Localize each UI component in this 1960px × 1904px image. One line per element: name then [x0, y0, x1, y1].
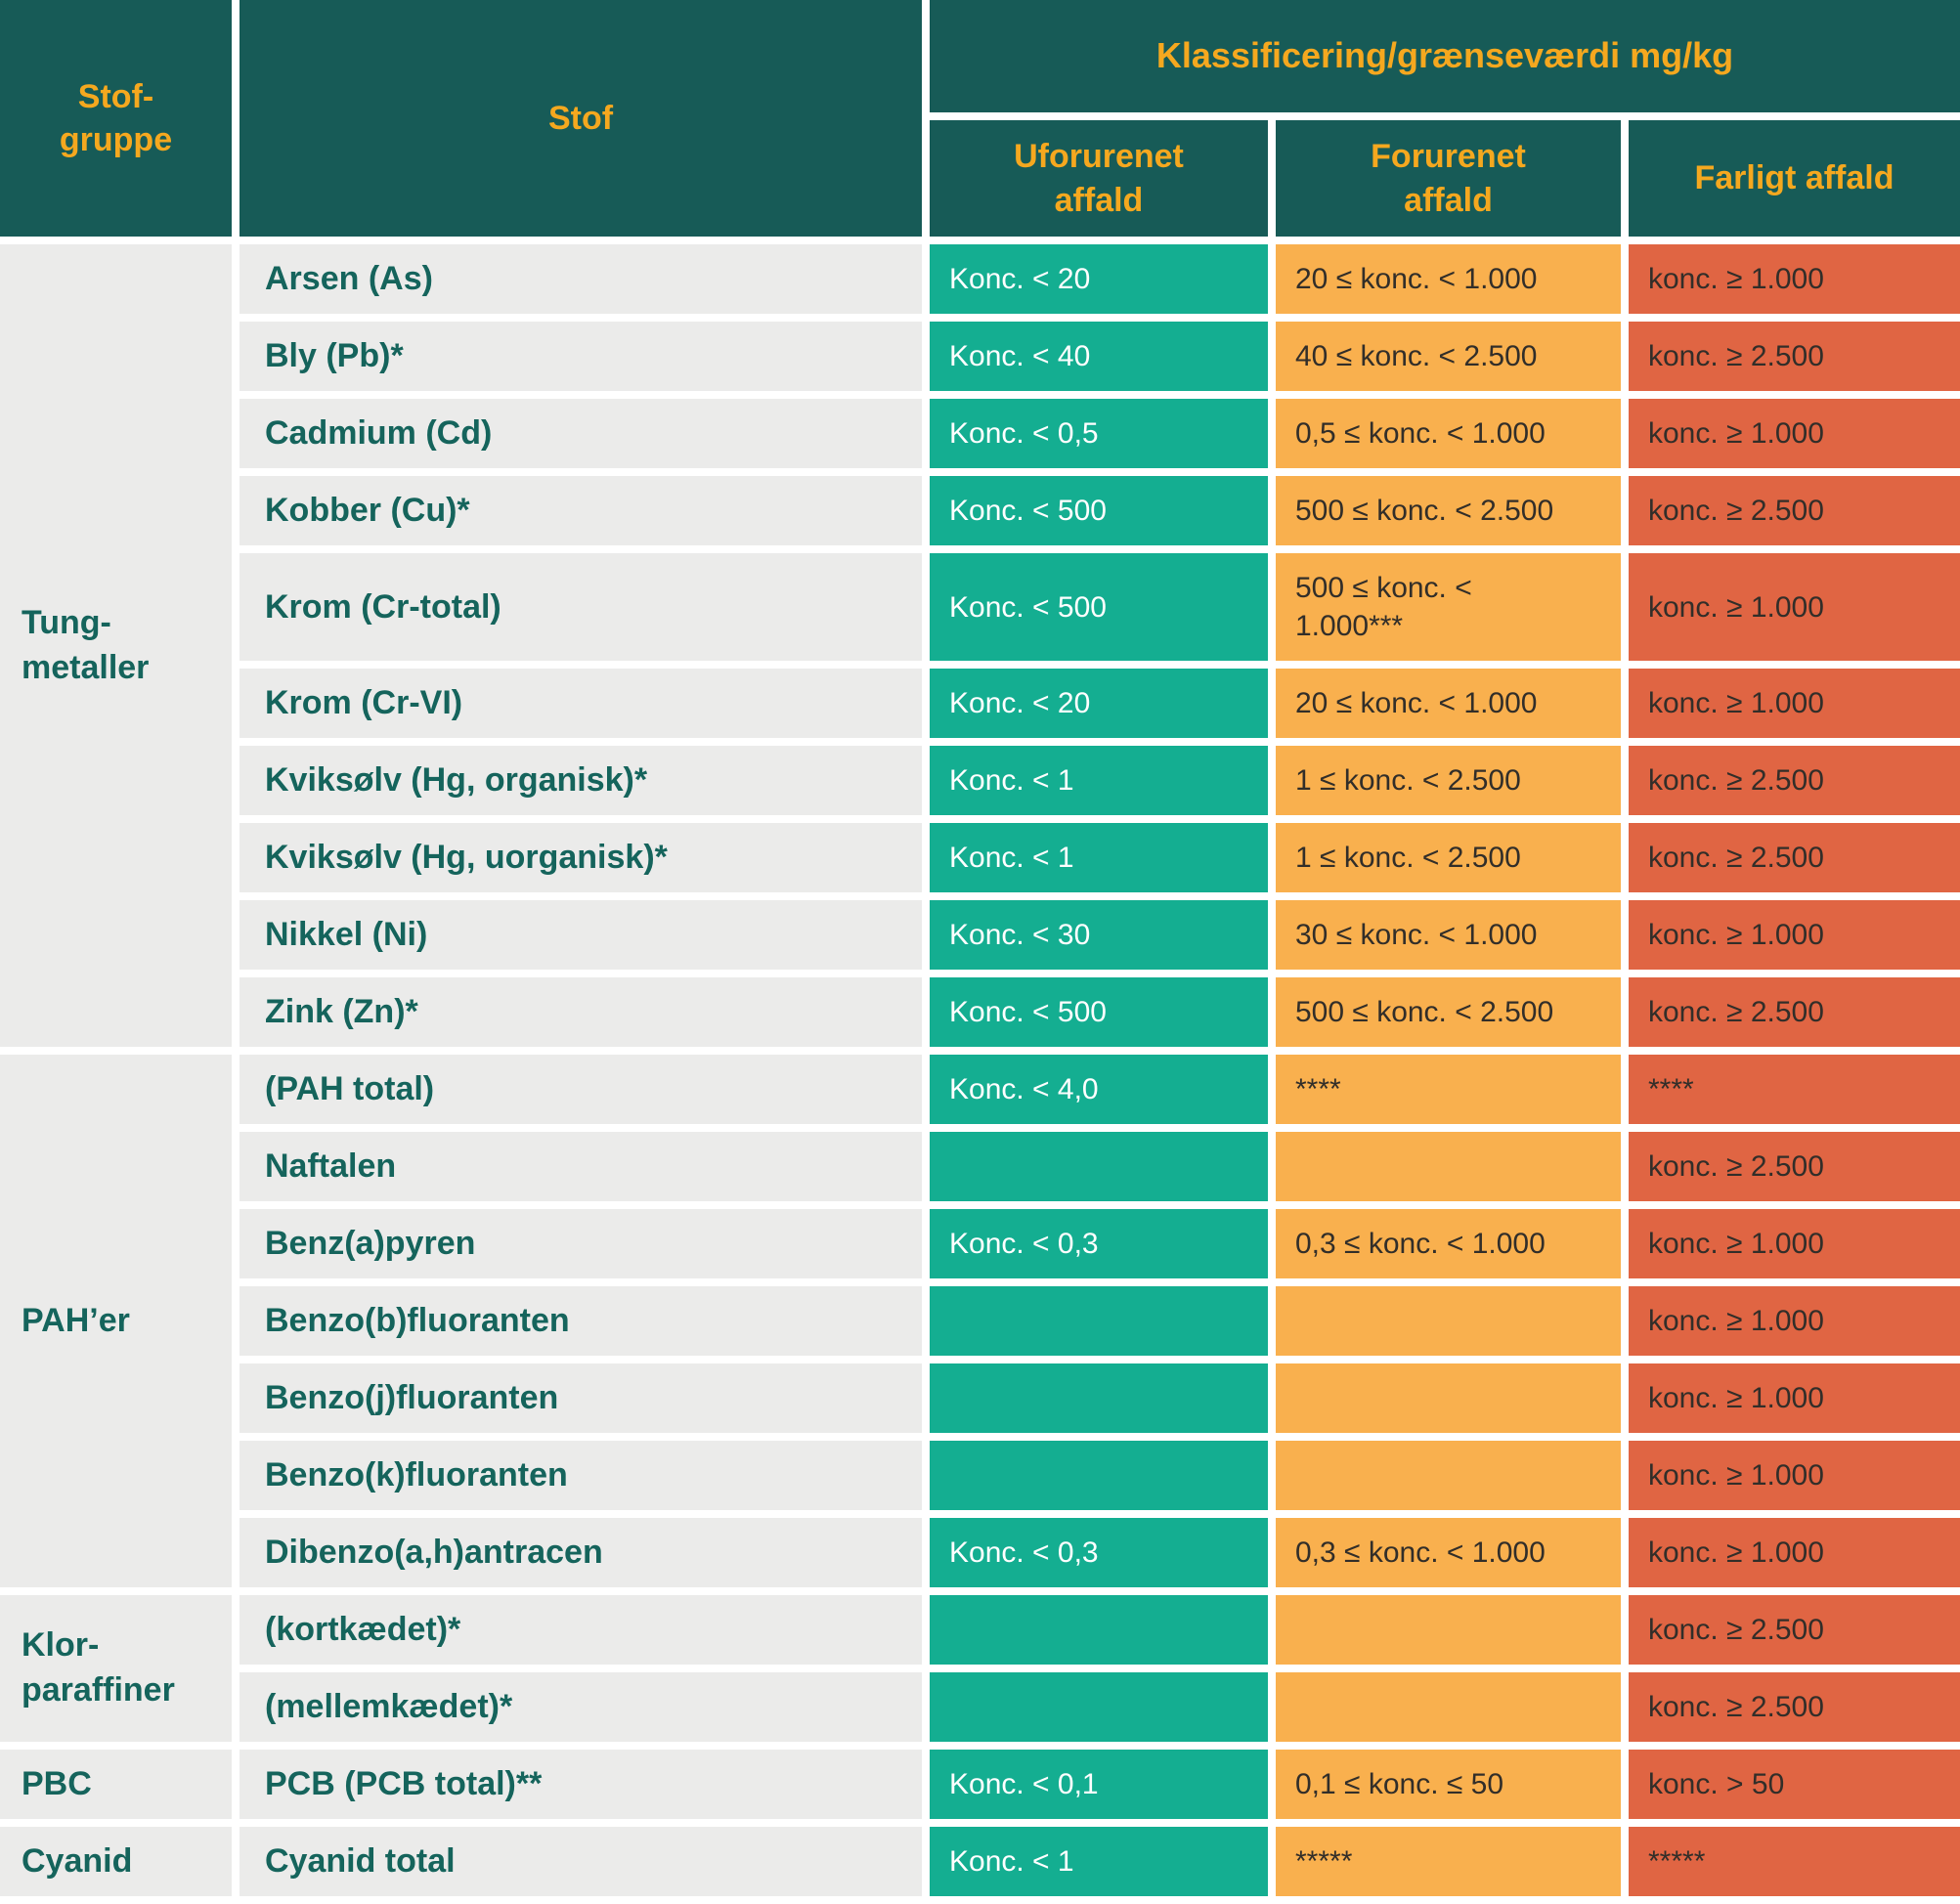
value-cell-farligt: konc. ≥ 2.500	[1629, 476, 1960, 545]
value-cell-farligt: konc. ≥ 1.000	[1629, 1441, 1960, 1510]
stof-cell: Cyanid total	[240, 1827, 922, 1896]
stof-cell: Kviksølv (Hg, uorganisk)*	[240, 823, 922, 892]
value-cell-farligt: konc. ≥ 2.500	[1629, 1672, 1960, 1742]
header-forurenet-affald: Forurenet affald	[1276, 120, 1621, 237]
value-cell-forurenet	[1276, 1132, 1621, 1201]
stof-cell: Benzo(b)fluoranten	[240, 1286, 922, 1356]
value-cell-farligt: konc. ≥ 1.000	[1629, 399, 1960, 468]
value-cell-farligt: konc. ≥ 1.000	[1629, 1286, 1960, 1356]
value-cell-forurenet: 1 ≤ konc. < 2.500	[1276, 823, 1621, 892]
value-cell-forurenet: 20 ≤ konc. < 1.000	[1276, 669, 1621, 738]
stof-cell: Krom (Cr-VI)	[240, 669, 922, 738]
value-cell-forurenet: 0,3 ≤ konc. < 1.000	[1276, 1518, 1621, 1587]
stof-cell: Benz(a)pyren	[240, 1209, 922, 1278]
stof-cell: Krom (Cr-total)	[240, 553, 922, 661]
value-cell-uforurenet: Konc. < 500	[930, 553, 1268, 661]
value-cell-forurenet: 20 ≤ konc. < 1.000	[1276, 244, 1621, 314]
stof-gruppe-cell: PBC	[0, 1750, 232, 1819]
value-cell-uforurenet: Konc. < 30	[930, 900, 1268, 970]
value-cell-forurenet: 40 ≤ konc. < 2.500	[1276, 322, 1621, 391]
value-cell-forurenet	[1276, 1286, 1621, 1356]
value-cell-uforurenet	[930, 1441, 1268, 1510]
value-cell-forurenet	[1276, 1441, 1621, 1510]
value-cell-forurenet: 30 ≤ konc. < 1.000	[1276, 900, 1621, 970]
stof-cell: Nikkel (Ni)	[240, 900, 922, 970]
stof-cell: Kviksølv (Hg, organisk)*	[240, 746, 922, 815]
value-cell-uforurenet: Konc. < 1	[930, 1827, 1268, 1896]
value-cell-farligt: konc. ≥ 2.500	[1629, 1132, 1960, 1201]
value-cell-uforurenet: Konc. < 20	[930, 669, 1268, 738]
value-cell-uforurenet: Konc. < 20	[930, 244, 1268, 314]
value-cell-forurenet: ****	[1276, 1055, 1621, 1124]
value-cell-uforurenet: Konc. < 40	[930, 322, 1268, 391]
value-cell-forurenet: 500 ≤ konc. < 2.500	[1276, 977, 1621, 1047]
stof-cell: (PAH total)	[240, 1055, 922, 1124]
header-stof: Stof	[240, 0, 922, 237]
value-cell-farligt: konc. ≥ 1.000	[1629, 1518, 1960, 1587]
value-cell-forurenet: 500 ≤ konc. < 2.500	[1276, 476, 1621, 545]
value-cell-forurenet: 0,5 ≤ konc. < 1.000	[1276, 399, 1621, 468]
value-cell-farligt: konc. ≥ 1.000	[1629, 553, 1960, 661]
value-cell-forurenet: *****	[1276, 1827, 1621, 1896]
stof-cell: Benzo(j)fluoranten	[240, 1363, 922, 1433]
stof-gruppe-cell: Cyanid	[0, 1827, 232, 1896]
header-stof-gruppe: Stof- gruppe	[0, 0, 232, 237]
value-cell-forurenet: 1 ≤ konc. < 2.500	[1276, 746, 1621, 815]
value-cell-uforurenet: Konc. < 1	[930, 823, 1268, 892]
value-cell-uforurenet	[930, 1286, 1268, 1356]
stof-cell: PCB (PCB total)**	[240, 1750, 922, 1819]
value-cell-farligt: konc. ≥ 1.000	[1629, 1363, 1960, 1433]
stof-gruppe-cell: Tung- metaller	[0, 244, 232, 1047]
value-cell-farligt: konc. ≥ 1.000	[1629, 900, 1960, 970]
value-cell-farligt: konc. ≥ 1.000	[1629, 244, 1960, 314]
stof-cell: Dibenzo(a,h)antracen	[240, 1518, 922, 1587]
value-cell-uforurenet: Konc. < 0,1	[930, 1750, 1268, 1819]
value-cell-farligt: *****	[1629, 1827, 1960, 1896]
value-cell-forurenet	[1276, 1595, 1621, 1665]
value-cell-uforurenet: Konc. < 0,5	[930, 399, 1268, 468]
value-cell-uforurenet	[930, 1363, 1268, 1433]
value-cell-farligt: konc. > 50	[1629, 1750, 1960, 1819]
value-cell-uforurenet	[930, 1672, 1268, 1742]
value-cell-uforurenet: Konc. < 4,0	[930, 1055, 1268, 1124]
value-cell-farligt: konc. ≥ 1.000	[1629, 669, 1960, 738]
stof-cell: Zink (Zn)*	[240, 977, 922, 1047]
stof-gruppe-cell: PAH’er	[0, 1055, 232, 1587]
value-cell-farligt: konc. ≥ 2.500	[1629, 977, 1960, 1047]
stof-cell: Benzo(k)fluoranten	[240, 1441, 922, 1510]
value-cell-uforurenet: Konc. < 0,3	[930, 1209, 1268, 1278]
value-cell-farligt: konc. ≥ 2.500	[1629, 823, 1960, 892]
header-farligt-affald: Farligt affald	[1629, 120, 1960, 237]
stof-cell: Naftalen	[240, 1132, 922, 1201]
stof-cell: (kortkædet)*	[240, 1595, 922, 1665]
value-cell-uforurenet: Konc. < 0,3	[930, 1518, 1268, 1587]
value-cell-farligt: konc. ≥ 2.500	[1629, 746, 1960, 815]
value-cell-forurenet: 0,3 ≤ konc. < 1.000	[1276, 1209, 1621, 1278]
stof-cell: Bly (Pb)*	[240, 322, 922, 391]
stof-cell: Cadmium (Cd)	[240, 399, 922, 468]
header-uforurenet-affald: Uforurenet affald	[930, 120, 1268, 237]
value-cell-uforurenet	[930, 1595, 1268, 1665]
value-cell-forurenet	[1276, 1363, 1621, 1433]
stof-cell: Kobber (Cu)*	[240, 476, 922, 545]
value-cell-farligt: konc. ≥ 2.500	[1629, 322, 1960, 391]
stof-cell: Arsen (As)	[240, 244, 922, 314]
header-klassificering: Klassificering/grænseværdi mg/kg	[930, 0, 1960, 112]
value-cell-uforurenet: Konc. < 500	[930, 476, 1268, 545]
value-cell-uforurenet	[930, 1132, 1268, 1201]
value-cell-farligt: konc. ≥ 1.000	[1629, 1209, 1960, 1278]
stof-gruppe-cell: Klor- paraffiner	[0, 1595, 232, 1742]
value-cell-forurenet: 0,1 ≤ konc. ≤ 50	[1276, 1750, 1621, 1819]
value-cell-farligt: konc. ≥ 2.500	[1629, 1595, 1960, 1665]
value-cell-forurenet	[1276, 1672, 1621, 1742]
value-cell-uforurenet: Konc. < 1	[930, 746, 1268, 815]
value-cell-uforurenet: Konc. < 500	[930, 977, 1268, 1047]
value-cell-forurenet: 500 ≤ konc. < 1.000***	[1276, 553, 1621, 661]
value-cell-farligt: ****	[1629, 1055, 1960, 1124]
stof-cell: (mellemkædet)*	[240, 1672, 922, 1742]
